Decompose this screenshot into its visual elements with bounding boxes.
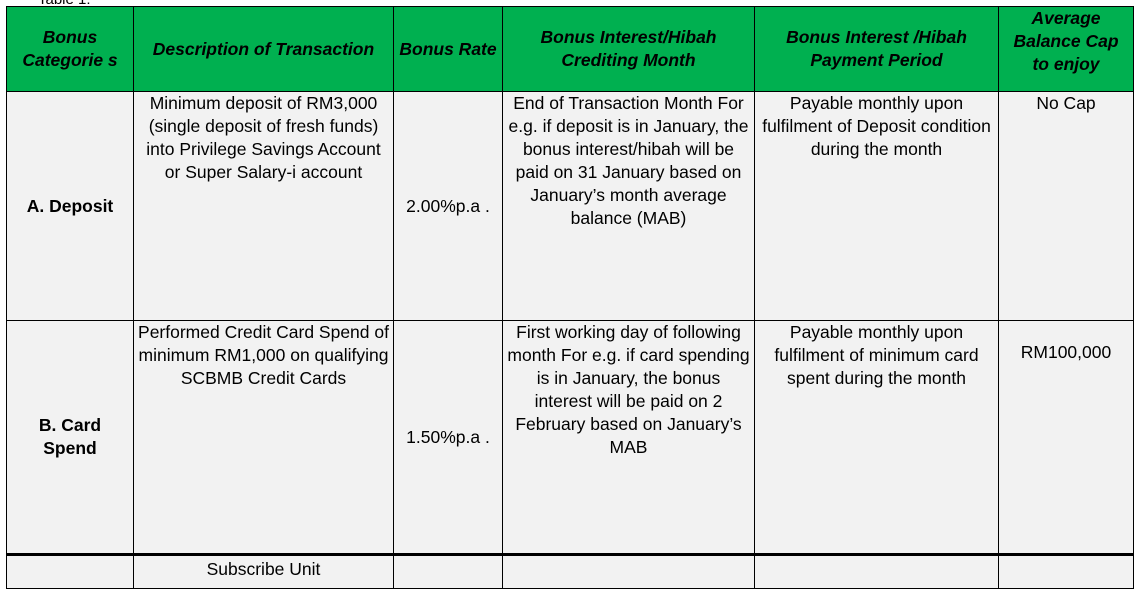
category-cell: A. Deposit: [6, 91, 134, 321]
header-row: Bonus Categorie s Description of Transac…: [6, 6, 1134, 92]
category-cell: B. Card Spend: [6, 320, 134, 555]
header-cell: Description of Transaction: [133, 6, 394, 92]
payment-cell: [754, 553, 999, 589]
bonus-table: Bonus Categorie s Description of Transac…: [6, 6, 1134, 589]
description-cell: Minimum deposit of RM3,000 (single depos…: [133, 91, 394, 321]
category-cell: [6, 553, 134, 589]
header-cell: Bonus Interest /Hibah Payment Period: [754, 6, 999, 92]
table-row: A. Deposit Minimum deposit of RM3,000 (s…: [6, 91, 1134, 321]
header-cell: Bonus Rate: [393, 6, 503, 92]
cap-cell: [998, 553, 1134, 589]
cap-cell: No Cap: [998, 91, 1134, 321]
payment-cell: Payable monthly upon fulfilment of minim…: [754, 320, 999, 555]
description-cell: Performed Credit Card Spend of minimum R…: [133, 320, 394, 555]
table-caption: Table 1:: [38, 0, 91, 8]
rate-cell: 1.50%p.a .: [393, 320, 503, 555]
description-cell: Subscribe Unit: [133, 553, 394, 589]
header-cell: Bonus Categorie s: [6, 6, 134, 92]
header-cell: Average Balance Cap to enjoy: [998, 6, 1134, 92]
crediting-cell: End of Transaction Month For e.g. if dep…: [502, 91, 755, 321]
table-row: B. Card Spend Performed Credit Card Spen…: [6, 320, 1134, 555]
crediting-cell: First working day of following month For…: [502, 320, 755, 555]
table-row: Subscribe Unit: [6, 553, 1134, 589]
cap-cell: RM100,000: [998, 320, 1134, 555]
rate-cell: [393, 553, 503, 589]
crediting-cell: [502, 553, 755, 589]
payment-cell: Payable monthly upon fulfilment of Depos…: [754, 91, 999, 321]
rate-cell: 2.00%p.a .: [393, 91, 503, 321]
header-cell: Bonus Interest/Hibah Crediting Month: [502, 6, 755, 92]
